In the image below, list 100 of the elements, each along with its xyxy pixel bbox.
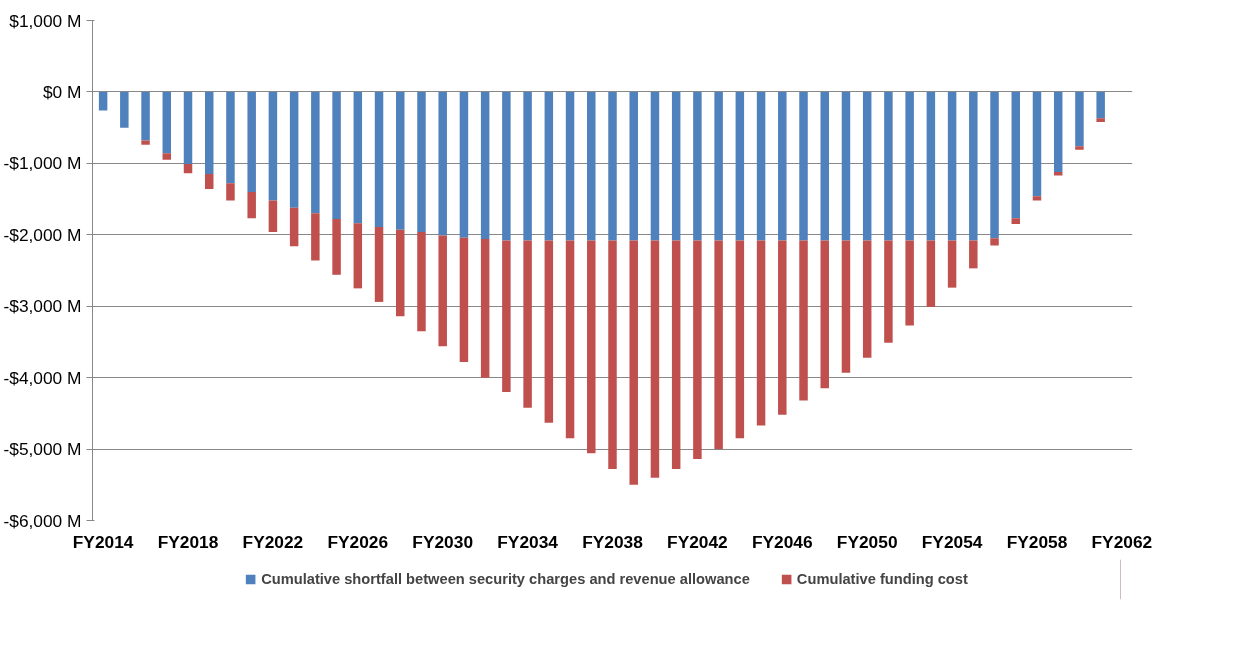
bar (969, 240, 978, 269)
x-tick-label: FY2038 (582, 531, 644, 552)
bar (587, 91, 596, 241)
bar (396, 91, 405, 230)
bar (650, 240, 660, 478)
bar (204, 91, 214, 175)
bar (969, 91, 978, 241)
y-tick-label: -$6,000 M (3, 510, 82, 531)
bar (459, 237, 469, 362)
y-tick-label: -$1,000 M (3, 153, 82, 174)
bar (990, 91, 999, 239)
x-tick-label: FY2034 (497, 531, 559, 552)
bar (862, 91, 872, 241)
bar (587, 240, 596, 454)
bar (714, 91, 723, 241)
bar (693, 91, 702, 241)
bar (735, 240, 745, 439)
bar (162, 91, 172, 154)
y-tick-label: $0 M (42, 81, 82, 102)
x-tick-label: FY2054 (921, 531, 983, 552)
bar (289, 91, 299, 208)
x-tick-label: FY2014 (72, 531, 134, 552)
bar (905, 91, 914, 241)
bar (396, 229, 405, 317)
bar (990, 238, 999, 246)
bar (820, 240, 829, 389)
bar (608, 240, 617, 470)
bar (799, 240, 808, 401)
bar (311, 213, 320, 261)
bar (141, 140, 150, 145)
bar (204, 174, 214, 190)
bar (756, 91, 766, 241)
bar (565, 240, 575, 439)
x-tick-label: FY2046 (751, 531, 813, 552)
bar (502, 240, 511, 392)
bar (629, 91, 638, 241)
bar (778, 91, 787, 241)
bar (417, 231, 426, 332)
bar (438, 91, 447, 236)
bar (905, 240, 914, 326)
bar (226, 91, 235, 184)
bar (1053, 171, 1063, 176)
bar (926, 240, 936, 307)
bar (183, 91, 193, 165)
bar (247, 191, 256, 219)
x-tick-label: FY2062 (1091, 531, 1153, 552)
legend-label: Cumulative funding cost (796, 571, 968, 587)
bar (671, 240, 681, 470)
bar (884, 240, 893, 343)
bar (353, 223, 363, 289)
y-tick-label: $1,000 M (9, 10, 82, 31)
bar (608, 91, 617, 241)
bar (374, 226, 384, 302)
bar (1096, 118, 1105, 122)
bar (311, 91, 320, 214)
bar (268, 200, 278, 232)
bar (841, 91, 851, 241)
bar (671, 91, 681, 241)
bar (502, 91, 511, 241)
bar (480, 91, 490, 240)
bar (374, 91, 384, 227)
bar (247, 91, 256, 192)
bar (884, 91, 893, 241)
bar (226, 183, 235, 201)
bar (289, 207, 299, 247)
x-tick-label: FY2018 (157, 531, 219, 552)
y-tick-label: -$2,000 M (3, 224, 82, 245)
bar (183, 164, 193, 174)
bar (1075, 91, 1084, 147)
bar (544, 240, 554, 423)
bar (947, 240, 957, 288)
bar (1032, 196, 1042, 201)
bar (141, 91, 150, 141)
x-tick-label: FY2042 (667, 531, 728, 552)
bar (1032, 91, 1042, 197)
bar (862, 240, 872, 358)
bar (1075, 146, 1084, 150)
bar (841, 240, 851, 373)
bar (947, 91, 957, 241)
bar (820, 91, 829, 241)
y-tick-label: -$5,000 M (3, 439, 82, 460)
bar (332, 91, 341, 220)
bar (650, 91, 660, 241)
bar (926, 91, 936, 241)
y-tick-label: -$4,000 M (3, 367, 82, 388)
bar (332, 219, 341, 275)
bar (120, 91, 129, 128)
bar (629, 240, 638, 485)
bar (459, 91, 469, 238)
legend-label: Cumulative shortfall between security charges and revenue allowance (261, 571, 750, 587)
bar (417, 91, 426, 232)
bar (438, 235, 447, 347)
x-tick-label: FY2058 (1006, 531, 1068, 552)
bar (799, 91, 808, 241)
y-tick-label: -$3,000 M (3, 296, 82, 317)
bar (98, 91, 108, 111)
x-tick-label: FY2022 (242, 531, 304, 552)
bar (1053, 91, 1063, 172)
bar (523, 240, 532, 408)
bar (1011, 91, 1021, 219)
